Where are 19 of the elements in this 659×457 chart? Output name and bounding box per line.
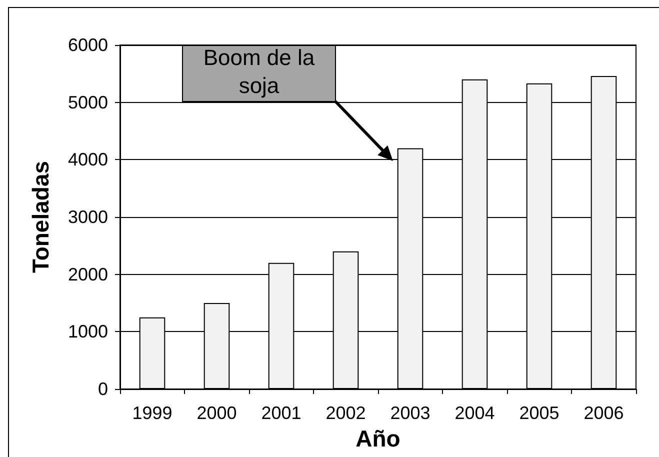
- x-tick-label: 2005: [519, 403, 560, 423]
- y-tick-label: 4000: [68, 150, 108, 170]
- x-tick-label: 2000: [196, 403, 237, 423]
- x-axis-title: Año: [356, 425, 400, 452]
- x-tick-label: 1999: [132, 403, 172, 423]
- x-tick-label: 2006: [584, 403, 624, 423]
- y-tick-label: 1000: [68, 322, 108, 342]
- y-tick-label: 6000: [68, 35, 108, 55]
- x-tick-label: 2003: [390, 403, 430, 423]
- callout-box: Boom de la soja: [182, 45, 336, 102]
- y-axis-title: Toneladas: [28, 160, 54, 274]
- y-tick-label: 5000: [68, 92, 108, 112]
- x-tick-label: 2002: [326, 403, 366, 423]
- y-tick-label: 2000: [68, 264, 108, 284]
- x-tick-label: 2001: [261, 403, 302, 423]
- annotation: Boom de la soja: [203, 45, 315, 98]
- y-tick-label: 3000: [68, 207, 108, 227]
- x-tick-label: 2004: [454, 403, 495, 423]
- y-tick-label: 0: [98, 379, 108, 399]
